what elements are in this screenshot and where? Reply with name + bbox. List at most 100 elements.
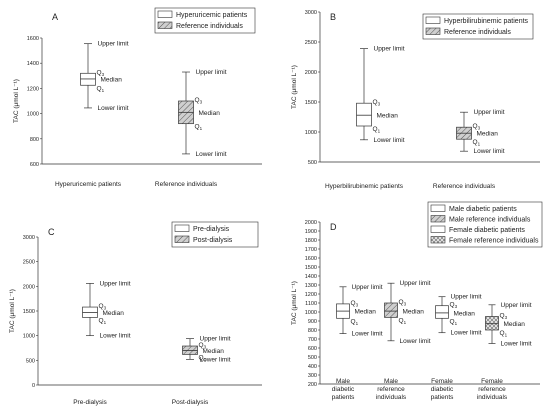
- median-label: Median: [199, 110, 221, 117]
- y-tick-label: 200: [308, 382, 317, 388]
- q1-label: Q1: [195, 124, 203, 132]
- y-tick-label: 300: [308, 373, 317, 379]
- y-tick-label: 0: [32, 383, 35, 389]
- lower-limit-label: Lower limit: [451, 330, 482, 337]
- category-label: diabetic: [431, 386, 454, 393]
- iqr-box: [384, 302, 398, 318]
- category-label: Hyperbilirubinemic patients: [325, 183, 404, 190]
- upper-limit-label: Upper limit: [451, 294, 482, 301]
- median-label: Median: [454, 310, 476, 317]
- lower-limit-label: Lower limit: [100, 333, 131, 340]
- category-label: Female: [481, 378, 503, 385]
- legend-swatch: [430, 236, 446, 244]
- y-tick-label: 1500: [305, 100, 317, 106]
- legend-box: [427, 201, 543, 248]
- q1-label: Q1: [450, 318, 458, 326]
- legend-entry: Pre-dialysis: [193, 226, 230, 233]
- y-tick-label: 500: [308, 355, 317, 361]
- upper-limit-label: Upper limit: [98, 41, 129, 48]
- q1-label: Q1: [199, 354, 207, 362]
- y-tick-label: 2000: [305, 70, 317, 76]
- iqr-box: [485, 316, 499, 331]
- lower-limit-label: Lower limit: [200, 356, 231, 363]
- q1-label: Q1: [473, 139, 481, 147]
- legend-entry: Hyperbilirubinemic patients: [444, 18, 529, 25]
- category-label: Male: [384, 378, 398, 385]
- category-label: individuals: [477, 394, 508, 401]
- q1-label: Q1: [97, 85, 105, 93]
- category-label: Pre-dialysis: [73, 399, 107, 406]
- category-label: Reference individuals: [433, 183, 496, 190]
- category-label: patients: [332, 394, 356, 401]
- y-tick-label: 1400: [305, 274, 317, 280]
- q3-label: Q3: [450, 302, 458, 310]
- legend-swatch: [174, 235, 190, 243]
- category-label: individuals: [376, 394, 407, 401]
- q3-label: Q3: [199, 342, 207, 350]
- q1-label: Q1: [99, 317, 107, 325]
- q1-label: Q1: [399, 317, 407, 325]
- legend-box: [154, 7, 256, 34]
- q1-label: Q1: [500, 330, 508, 338]
- panel-label: A: [52, 12, 58, 22]
- lower-limit-label: Lower limit: [352, 331, 383, 338]
- panel-d: 200 300 400 500 600 700 800 900 1000 1100 1200 1300…: [291, 201, 543, 401]
- q3-label: Q3: [97, 69, 105, 77]
- y-tick-label: 1900: [305, 229, 317, 235]
- category-label: patients: [431, 394, 455, 401]
- y-axis-label: TAC (μmol L⁻¹): [13, 79, 20, 123]
- q1-label: Q1: [373, 126, 381, 134]
- median-label: Median: [504, 321, 526, 328]
- y-tick-label: 400: [308, 364, 317, 370]
- legend-entry: Post-dialysis: [193, 237, 233, 244]
- panel-label: B: [330, 12, 336, 22]
- median-label: Median: [203, 348, 225, 355]
- panel-b: 500 1000 1500 2000 2500 3000 TAC (μmol L⁻¹) B Hy…: [291, 10, 540, 190]
- lower-limit-label: Lower limit: [474, 148, 505, 155]
- upper-limit-label: Upper limit: [474, 109, 505, 116]
- legend-swatch: [425, 16, 441, 24]
- legend-entry: Male diabetic patients: [449, 206, 517, 213]
- y-tick-label: 1800: [305, 238, 317, 244]
- y-tick-label: 800: [30, 137, 39, 143]
- legend-swatch: [430, 204, 446, 212]
- legend-swatch: [430, 225, 446, 233]
- category-label: Hyperuricemic patients: [55, 181, 122, 188]
- upper-limit-label: Upper limit: [352, 284, 383, 291]
- y-tick-label: 1000: [305, 130, 317, 136]
- y-axis-label: TAC (μmol L⁻¹): [291, 65, 298, 109]
- lower-limit-label: Lower limit: [501, 341, 532, 348]
- y-tick-label: 1600: [305, 256, 317, 262]
- legend-entry: Reference individuals: [176, 23, 243, 30]
- y-tick-label: 1500: [305, 265, 317, 271]
- q1-label: Q1: [351, 318, 359, 326]
- median-label: Median: [103, 310, 125, 317]
- median-label: Median: [355, 309, 377, 316]
- category-label: Male: [336, 378, 350, 385]
- legend-swatch: [430, 215, 446, 223]
- y-tick-label: 1300: [305, 283, 317, 289]
- y-tick-label: 1500: [23, 309, 35, 315]
- panel-a: 600 800 1000 1200 1400 1600 TAC (μmol L⁻¹) A Hyp…: [13, 7, 262, 188]
- y-tick-label: 1400: [27, 61, 39, 67]
- legend-entry: Female diabetic patients: [449, 227, 525, 234]
- y-tick-label: 1000: [305, 310, 317, 316]
- y-tick-label: 3000: [23, 235, 35, 241]
- category-label: Female: [431, 378, 453, 385]
- y-tick-label: 2000: [305, 220, 317, 226]
- y-tick-label: 1600: [27, 36, 39, 42]
- panel-c: 0 500 1000 1500 2000 2500 3000 TAC (μmol L⁻¹) C P…: [9, 221, 262, 406]
- lower-limit-label: Lower limit: [98, 105, 129, 112]
- median-label: Median: [101, 76, 123, 83]
- lower-limit-label: Lower limit: [400, 338, 431, 345]
- y-tick-label: 1200: [27, 86, 39, 92]
- y-axis-label: TAC (μmol L⁻¹): [291, 281, 298, 325]
- y-tick-label: 2000: [23, 284, 35, 290]
